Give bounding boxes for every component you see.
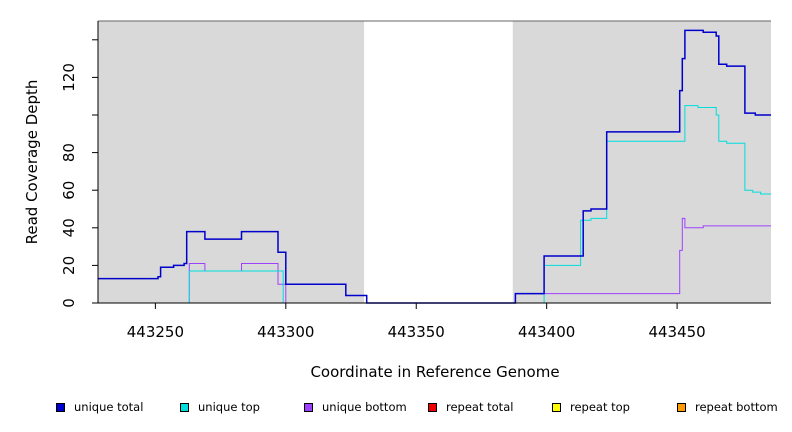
legend-swatch — [304, 402, 313, 412]
legend: unique total unique top unique bottom repea… — [0, 400, 792, 420]
legend-swatch — [677, 402, 686, 412]
legend-item-unique-bottom: unique bottom — [304, 400, 407, 414]
plot-background — [98, 21, 771, 303]
x-tick-label: 443350 — [388, 323, 445, 341]
series-line-unique-total — [98, 29, 771, 304]
legend-label: repeat total — [446, 400, 514, 414]
legend-label: unique total — [74, 400, 144, 414]
legend-item-repeat-total: repeat total — [428, 400, 513, 414]
legend-swatch — [552, 402, 561, 412]
y-tick-label: 40 — [60, 218, 78, 237]
y-axis-title: Read Coverage Depth — [23, 80, 41, 245]
axes-layer: 443250 443300 443350 443400 443450 0 20 40 60 80 1… — [60, 20, 771, 341]
legend-label: unique top — [198, 400, 260, 414]
y-tick-label: 120 — [60, 63, 78, 92]
y-tick-label: 0 — [60, 298, 78, 308]
legend-label: repeat top — [570, 400, 630, 414]
legend-swatch — [56, 402, 65, 412]
legend-item-repeat-bottom: repeat bottom — [677, 400, 778, 414]
legend-label: unique bottom — [322, 400, 407, 414]
x-tick-label: 443300 — [257, 323, 314, 341]
x-axis-title: Coordinate in Reference Genome — [310, 363, 559, 381]
y-tick-label: 20 — [60, 256, 78, 275]
legend-swatch — [180, 402, 189, 412]
y-tick-label: 80 — [60, 143, 78, 162]
y-tick-label: 60 — [60, 181, 78, 200]
x-tick-label: 443400 — [518, 323, 575, 341]
series-line-unique-bottom — [98, 217, 771, 304]
legend-label: repeat bottom — [695, 400, 778, 414]
x-tick-label: 443450 — [648, 323, 705, 341]
legend-item-repeat-top: repeat top — [552, 400, 630, 414]
legend-item-unique-top: unique top — [180, 400, 260, 414]
unshaded-region-0 — [364, 21, 513, 303]
x-tick-label: 443250 — [127, 323, 184, 341]
legend-swatch — [428, 402, 437, 412]
legend-item-unique-total: unique total — [56, 400, 143, 414]
